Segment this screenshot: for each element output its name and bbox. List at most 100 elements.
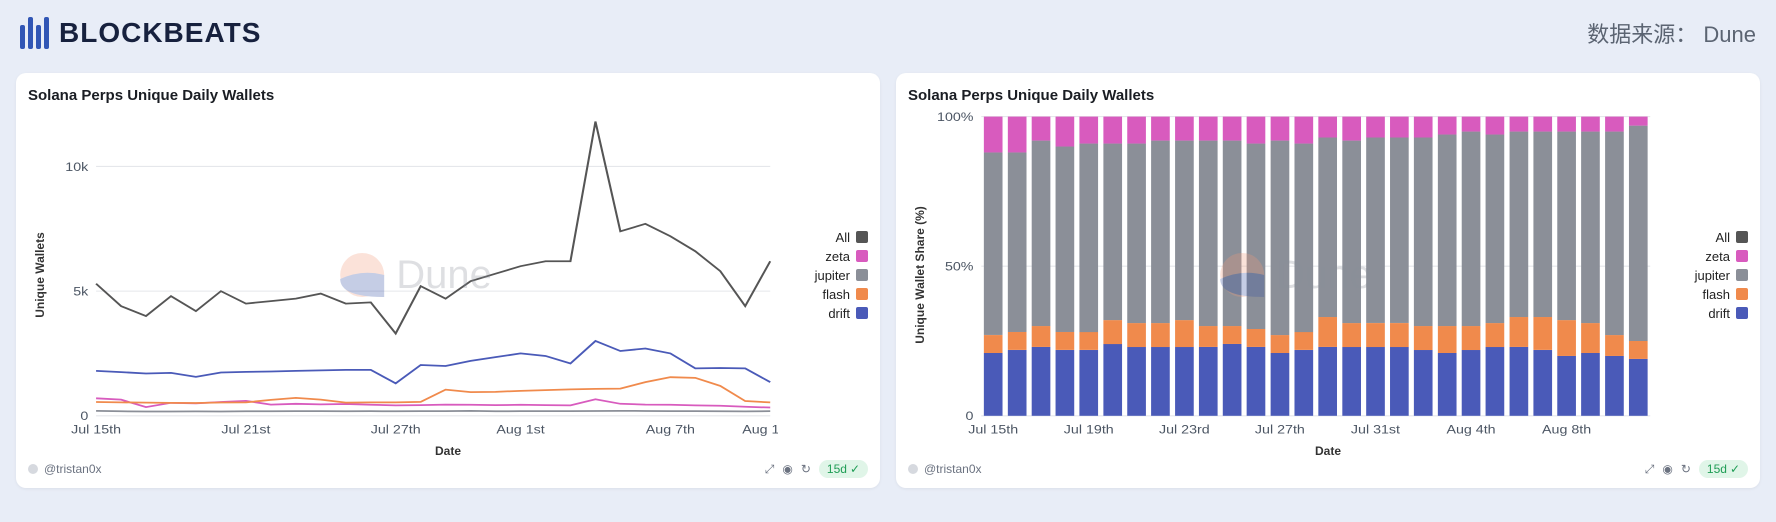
bar-segment-drift — [1271, 353, 1290, 416]
bar-segment-flash — [1557, 320, 1576, 356]
bar-segment-flash — [1533, 317, 1552, 350]
bar-segment-drift — [1557, 356, 1576, 416]
bar-segment-drift — [1127, 347, 1146, 416]
svg-text:Jul 31st: Jul 31st — [1351, 422, 1400, 436]
legend-item[interactable]: zeta — [1666, 249, 1748, 264]
bar-segment-drift — [1366, 347, 1385, 416]
bar-segment-zeta — [1032, 117, 1051, 141]
bar-segment-drift — [1175, 347, 1194, 416]
svg-text:Jul 19th: Jul 19th — [1064, 422, 1114, 436]
svg-text:100%: 100% — [937, 110, 974, 124]
line-series-flash — [96, 377, 770, 403]
bar-segment-jupiter — [1127, 144, 1146, 324]
bar-segment-flash — [1008, 332, 1027, 350]
svg-text:50%: 50% — [945, 260, 974, 274]
author-handle: @tristan0x — [44, 462, 102, 476]
time-badge: 15d ✓ — [819, 460, 868, 478]
svg-text:0: 0 — [966, 409, 974, 423]
bar-segment-drift — [1414, 350, 1433, 416]
bar-segment-jupiter — [1318, 138, 1337, 318]
bar-segment-flash — [1438, 326, 1457, 353]
legend-swatch-icon — [856, 307, 868, 319]
legend-swatch-icon — [1736, 231, 1748, 243]
expand-icon[interactable]: ⤢ — [765, 462, 775, 477]
legend-item[interactable]: All — [786, 230, 868, 245]
chart-title: Solana Perps Unique Daily Wallets — [28, 87, 868, 104]
legend-item[interactable]: flash — [1666, 287, 1748, 302]
legend-item[interactable]: drift — [786, 306, 868, 321]
bar-segment-drift — [1629, 359, 1648, 416]
chart-title: Solana Perps Unique Daily Wallets — [908, 87, 1748, 104]
legend-item[interactable]: drift — [1666, 306, 1748, 321]
legend-item[interactable]: flash — [786, 287, 868, 302]
bar-segment-zeta — [1079, 117, 1098, 144]
legend-swatch-icon — [1736, 307, 1748, 319]
legend-label: zeta — [825, 249, 850, 264]
svg-text:10k: 10k — [65, 160, 88, 174]
bar-segment-drift — [1199, 347, 1218, 416]
legend-swatch-icon — [856, 250, 868, 262]
bar-segment-jupiter — [1342, 141, 1361, 323]
bar-segment-jupiter — [1294, 144, 1313, 333]
legend-label: flash — [823, 287, 850, 302]
legend-item[interactable]: All — [1666, 230, 1748, 245]
expand-icon[interactable]: ⤢ — [1645, 462, 1655, 477]
bar-segment-zeta — [984, 117, 1003, 153]
bar-segment-drift — [1438, 353, 1457, 416]
bar-segment-flash — [1605, 335, 1624, 356]
legend-item[interactable]: zeta — [786, 249, 868, 264]
bar-segment-flash — [1223, 326, 1242, 344]
card-stacked-bar: Solana Perps Unique Daily Wallets Unique… — [896, 73, 1760, 488]
chart-body: Unique Wallet Share (%) Dune 050%100%Jul… — [908, 110, 1748, 440]
camera-icon[interactable]: ◉ — [1662, 462, 1672, 476]
bar-segment-zeta — [1486, 117, 1505, 135]
legend-item[interactable]: jupiter — [1666, 268, 1748, 283]
svg-text:Aug 7th: Aug 7th — [646, 422, 695, 436]
legend-label: drift — [1708, 306, 1730, 321]
bar-segment-drift — [1533, 350, 1552, 416]
bar-segment-jupiter — [1079, 144, 1098, 333]
card-footer: @tristan0x ⤢ ◉ ↻ 15d ✓ — [908, 460, 1748, 478]
bar-segment-zeta — [1223, 117, 1242, 141]
bar-segment-drift — [984, 353, 1003, 416]
bar-segment-jupiter — [1271, 141, 1290, 335]
svg-text:5k: 5k — [73, 285, 88, 299]
bar-segment-flash — [1032, 326, 1051, 347]
card-line-chart: Solana Perps Unique Daily Wallets Unique… — [16, 73, 880, 488]
bar-segment-jupiter — [1510, 132, 1529, 317]
camera-icon[interactable]: ◉ — [782, 462, 792, 476]
bar-segment-flash — [1390, 323, 1409, 347]
bar-segment-flash — [1342, 323, 1361, 347]
bar-segment-drift — [1103, 344, 1122, 416]
bar-segment-zeta — [1581, 117, 1600, 132]
card-footer: @tristan0x ⤢ ◉ ↻ 15d ✓ — [28, 460, 868, 478]
plot-area-bar: Dune 050%100%Jul 15thJul 19thJul 23rdJul… — [932, 110, 1658, 440]
legend-swatch-icon — [856, 269, 868, 281]
bar-segment-zeta — [1103, 117, 1122, 144]
bar-segment-flash — [1079, 332, 1098, 350]
bar-segment-zeta — [1557, 117, 1576, 132]
refresh-icon[interactable]: ↻ — [1681, 462, 1691, 476]
y-axis-label: Unique Wallet Share (%) — [913, 206, 927, 344]
legend-label: jupiter — [815, 268, 850, 283]
bar-segment-drift — [1223, 344, 1242, 416]
svg-text:Jul 21st: Jul 21st — [221, 422, 270, 436]
y-axis-label: Unique Wallets — [33, 232, 47, 318]
bar-segment-zeta — [1056, 117, 1075, 147]
bar-segment-drift — [1079, 350, 1098, 416]
bar-segment-zeta — [1390, 117, 1409, 138]
bar-segment-jupiter — [1175, 141, 1194, 321]
bar-segment-flash — [1486, 323, 1505, 347]
bar-segment-flash — [1414, 326, 1433, 350]
bar-segment-drift — [1342, 347, 1361, 416]
bar-segment-drift — [1151, 347, 1170, 416]
svg-text:Jul 15th: Jul 15th — [71, 422, 121, 436]
bar-segment-jupiter — [1605, 132, 1624, 336]
bar-segment-zeta — [1366, 117, 1385, 138]
svg-text:Aug 4th: Aug 4th — [1446, 422, 1495, 436]
refresh-icon[interactable]: ↻ — [801, 462, 811, 476]
bar-segment-zeta — [1271, 117, 1290, 141]
svg-text:Jul 15th: Jul 15th — [968, 422, 1018, 436]
legend-item[interactable]: jupiter — [786, 268, 868, 283]
bar-segment-jupiter — [1032, 141, 1051, 326]
